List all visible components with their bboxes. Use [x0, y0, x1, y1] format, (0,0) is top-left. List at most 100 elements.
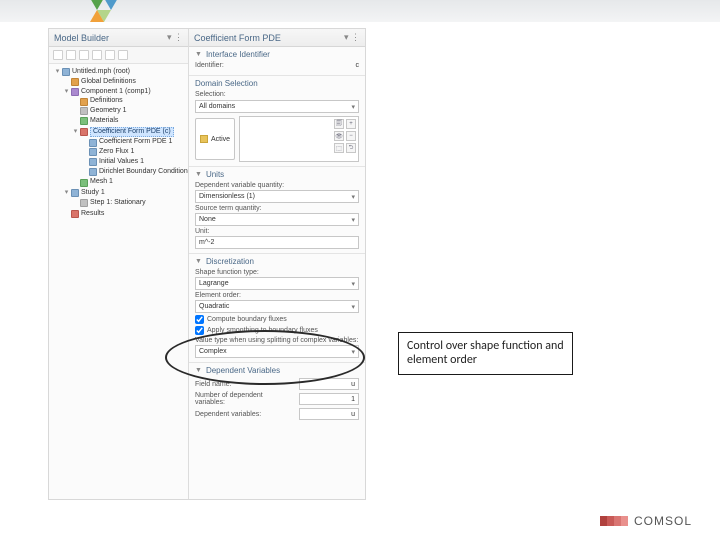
settings-panel: Coefficient Form PDE ▾ ⋮ ▼ Interface Ide…	[189, 29, 365, 499]
value-type-combo[interactable]: Complex ▾	[195, 345, 359, 358]
caret-icon[interactable]: ▼	[195, 51, 202, 58]
toolbar-btn-3[interactable]	[79, 50, 89, 60]
tree-node[interactable]: Zero Flux 1	[81, 148, 185, 157]
settings-title: Coefficient Form PDE	[194, 33, 281, 43]
settings-title-menu-icon[interactable]: ▾ ⋮	[344, 32, 360, 43]
value-type-label: Value type when using splitting of compl…	[195, 337, 359, 344]
toolbar-btn-2[interactable]	[66, 50, 76, 60]
list-box-icon[interactable]: ⬚	[334, 143, 344, 153]
panel-menu-icon[interactable]: ▾ ⋮	[167, 32, 183, 43]
tree-node[interactable]: Global Definitions	[63, 78, 185, 87]
section-dependent-variables: ▼ Dependent Variables Field name: u Numb…	[189, 363, 365, 426]
source-term-value: None	[199, 216, 216, 223]
toolbar-btn-6[interactable]	[118, 50, 128, 60]
chevron-down-icon: ▾	[351, 216, 355, 224]
tree-node[interactable]: Materials	[72, 117, 185, 126]
caret-icon[interactable]: ▼	[195, 258, 202, 265]
compute-fluxes-input[interactable]	[195, 315, 204, 324]
dep-var-quantity-combo[interactable]: Dimensionless (1)▾	[195, 190, 359, 203]
tree-node[interactable]: Results	[63, 210, 185, 219]
unit-field[interactable]: m^-2	[195, 236, 359, 249]
unit-label: Unit:	[195, 228, 359, 235]
active-toggle[interactable]: Active	[195, 118, 235, 160]
tree-node[interactable]: ▾ Study 1Step 1: Stationary	[63, 189, 185, 209]
toolbar-btn-4[interactable]	[92, 50, 102, 60]
tree-node-icon	[71, 189, 79, 197]
list-add-icon[interactable]: +	[346, 119, 356, 129]
model-builder-title: Model Builder ▾ ⋮	[49, 29, 188, 47]
source-term-label: Source term quantity:	[195, 205, 359, 212]
tree-node-label: Study 1	[81, 189, 105, 198]
shape-function-value: Lagrange	[199, 280, 229, 287]
tree-root-node[interactable]: ▾Untitled.mph (root)Global Definitions▾C…	[54, 68, 185, 219]
selection-value: All domains	[199, 103, 235, 110]
list-swap-icon[interactable]: ⮌	[346, 143, 356, 153]
tree-node[interactable]: ▾Coefficient Form PDE (c)Coefficient For…	[72, 127, 185, 178]
num-depvars-value[interactable]: 1	[299, 393, 359, 405]
logo-mark-icon	[600, 516, 628, 526]
tree-node-label: Definitions	[90, 97, 123, 106]
settings-title-bar: Coefficient Form PDE ▾ ⋮	[189, 29, 365, 47]
tree-node-icon	[80, 128, 88, 136]
footer-logo-text: COMSOL	[634, 514, 692, 528]
tree-twisty-icon[interactable]: ▾	[54, 68, 61, 77]
selection-label: Selection:	[195, 91, 359, 98]
unit-value: m^-2	[199, 239, 214, 246]
element-order-combo[interactable]: Quadratic ▾	[195, 300, 359, 313]
dep-var-quantity-label: Dependent variable quantity:	[195, 182, 359, 189]
depvars-value[interactable]: u	[299, 408, 359, 420]
tree-node-icon	[80, 98, 88, 106]
annotation-callout: Control over shape function and element …	[398, 332, 573, 375]
model-builder-title-text: Model Builder	[54, 33, 109, 43]
model-tree[interactable]: ▾Untitled.mph (root)Global Definitions▾C…	[49, 64, 188, 499]
tree-node-icon	[89, 158, 97, 166]
source-term-combo[interactable]: None ▾	[195, 213, 359, 226]
tree-node-icon	[80, 179, 88, 187]
toolbar-btn-1[interactable]	[53, 50, 63, 60]
compute-boundary-fluxes-checkbox[interactable]: Compute boundary fluxes	[195, 315, 359, 324]
tree-node-label: Coefficient Form PDE 1	[99, 138, 172, 147]
footer-logo: COMSOL	[600, 514, 692, 528]
list-view-icon[interactable]: 👁	[334, 131, 344, 141]
chevron-down-icon: ▾	[351, 348, 355, 356]
apply-smoothing-input[interactable]	[195, 326, 204, 335]
tree-node-icon	[80, 107, 88, 115]
shape-function-combo[interactable]: Lagrange ▾	[195, 277, 359, 290]
tree-node[interactable]: Step 1: Stationary	[72, 199, 185, 208]
tree-node[interactable]: Geometry 1	[72, 107, 185, 116]
selection-combo[interactable]: All domains ▾	[195, 100, 359, 113]
tree-node[interactable]: Definitions	[72, 97, 185, 106]
element-order-label: Element order:	[195, 292, 359, 299]
tree-node-label: Materials	[90, 117, 118, 126]
field-name-value[interactable]: u	[299, 378, 359, 390]
chevron-down-icon: ▾	[351, 303, 355, 311]
listbox-controls: 🗐 + 👁 − ⬚ ⮌	[334, 119, 356, 153]
tree-twisty-icon[interactable]: ▾	[63, 189, 70, 198]
caret-icon[interactable]: ▼	[195, 367, 202, 374]
tree-twisty-icon[interactable]: ▾	[72, 128, 79, 137]
toolbar-btn-5[interactable]	[105, 50, 115, 60]
chevron-down-icon: ▾	[351, 280, 355, 288]
tree-node[interactable]: Mesh 1	[72, 178, 185, 187]
list-copy-icon[interactable]: 🗐	[334, 119, 344, 129]
caret-icon[interactable]: ▼	[195, 171, 202, 178]
tree-twisty-icon[interactable]: ▾	[63, 88, 70, 97]
callout-text: Control over shape function and element …	[407, 339, 564, 367]
list-remove-icon[interactable]: −	[346, 131, 356, 141]
section-interface-identifier: ▼ Interface Identifier Identifier: c	[189, 47, 365, 76]
apply-smoothing-checkbox[interactable]: Apply smoothing to boundary fluxes	[195, 326, 359, 335]
tree-node[interactable]: Coefficient Form PDE 1	[81, 138, 185, 147]
tree-node-label: Component 1 (comp1)	[81, 88, 151, 97]
tree-node-icon	[71, 210, 79, 218]
tree-node-label: Step 1: Stationary	[90, 199, 146, 208]
domain-listbox[interactable]: 🗐 + 👁 − ⬚ ⮌	[239, 116, 359, 162]
value-type-value: Complex	[199, 348, 227, 355]
tree-node[interactable]: Initial Values 1	[81, 158, 185, 167]
active-label: Active	[211, 136, 230, 143]
element-order-value: Quadratic	[199, 303, 229, 310]
tree-node[interactable]: Dirichlet Boundary Condition 1	[81, 168, 185, 177]
tree-node[interactable]: ▾ Component 1 (comp1)DefinitionsGeometry …	[63, 88, 185, 189]
tree-node-icon	[71, 88, 79, 96]
identifier-value: c	[356, 62, 360, 69]
tree-node-label: Initial Values 1	[99, 158, 144, 167]
